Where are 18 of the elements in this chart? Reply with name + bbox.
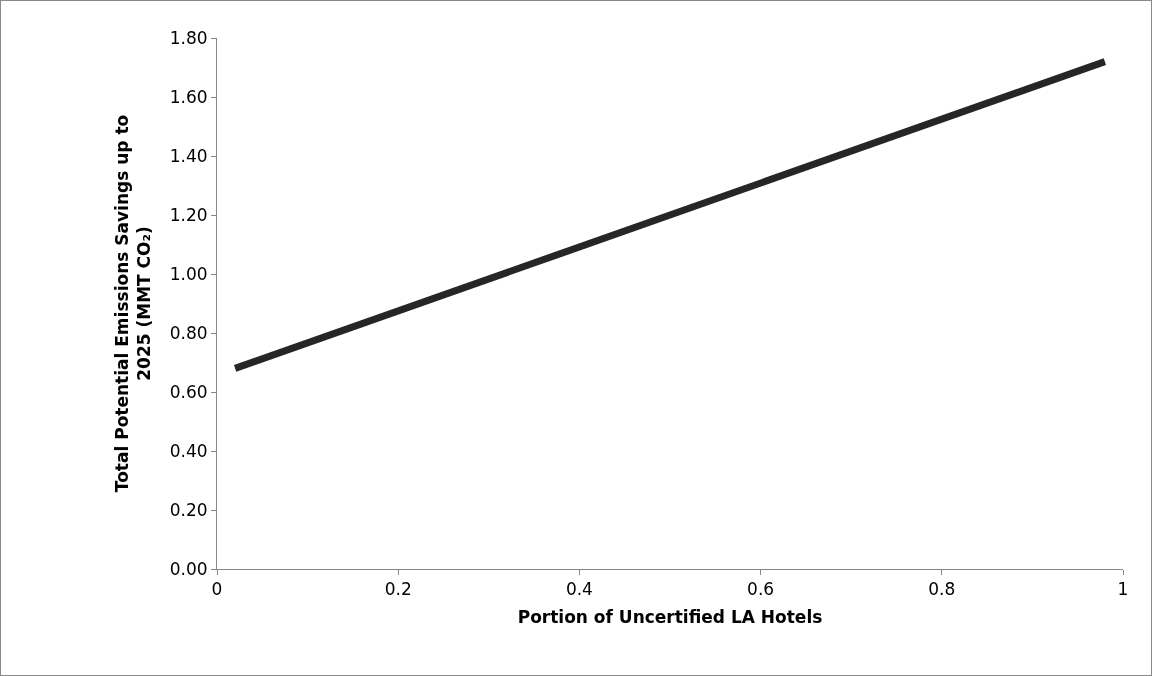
x-tick-label: 0.8	[928, 579, 956, 600]
x-tick-label: 0.2	[384, 579, 412, 600]
y-tick-label: 0.60	[169, 381, 208, 402]
y-tick-label: 1.20	[169, 204, 208, 225]
y-axis-title: Total Potential Emissions Savings up to 2025 (MMT CO₂)	[112, 114, 155, 493]
y-tick-label: 1.00	[169, 263, 208, 284]
x-axis-title: Portion of Uncertified LA Hotels	[517, 606, 823, 627]
y-tick-label: 0.40	[169, 440, 208, 461]
y-tick-label: 1.40	[169, 145, 208, 166]
y-tick-label: 1.80	[169, 27, 208, 48]
y-tick-label: 1.60	[169, 86, 208, 107]
x-tick-label: 0	[211, 579, 223, 600]
x-tick-label: 0.4	[565, 579, 593, 600]
y-tick-label: 0.00	[169, 558, 208, 579]
x-tick-label: 0.6	[747, 579, 775, 600]
x-tick-label: 1	[1117, 579, 1129, 600]
y-tick-label: 0.20	[169, 499, 208, 520]
y-tick-label: 0.80	[169, 322, 208, 343]
